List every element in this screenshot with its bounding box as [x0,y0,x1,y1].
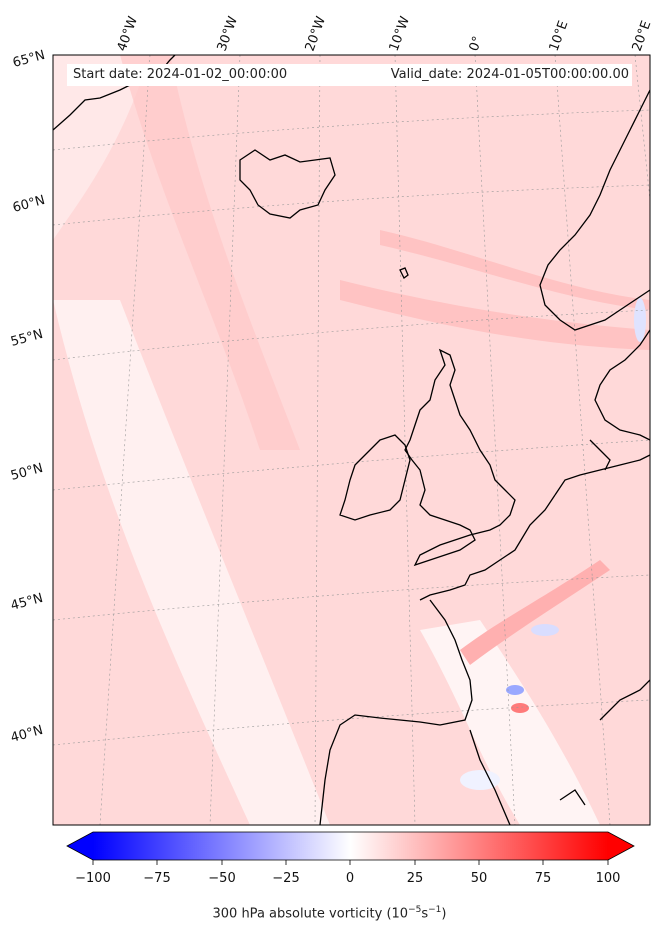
north-sea-coast [554,454,650,496]
colorbar-title-main: 300 hPa absolute vorticity (10 [212,906,409,922]
lon-label-10e: 10°E [547,19,572,54]
colorbar-title-exp1: −5 [408,905,422,915]
graticule [53,55,650,825]
vorticity-band [53,55,150,240]
colorbar-tick-label: 50 [471,871,488,886]
lat-label-50n: 50°N [9,461,45,484]
colorbar-tick-label: −100 [75,871,111,886]
great-britain-coast [404,348,516,567]
faroe-coast [399,267,409,279]
vorticity-band [53,300,330,825]
france-north-coast [419,494,556,601]
colorbar-gradient [93,832,608,860]
colorbar-extend-low [67,832,93,860]
biscay-iberia-coast [319,599,473,825]
norway-coast [539,89,650,331]
lat-label-55n: 55°N [9,327,45,350]
colorbar-tick-label: 100 [596,871,621,886]
coastlines [53,55,650,825]
colorbar-tick-label: 75 [535,871,552,886]
negative-vorticity-patch [531,624,559,636]
valid-date-label: Valid_date: 2024-01-05T00:00:00.00 [390,67,629,82]
lon-label-0: 0° [467,34,486,53]
colorbar-tick-label: −75 [143,871,170,886]
colorbar-tick-label: 0 [346,871,354,886]
positive-vorticity-patch [511,703,529,713]
iberia-east-coast [469,729,511,825]
lon-label-20w: 20°W [303,14,329,53]
denmark-coast [589,439,611,471]
lat-label-60n: 60°N [11,193,47,216]
header-box [67,64,632,86]
lat-label-40n: 40°N [9,723,45,746]
map-panel [53,55,650,825]
balearic-coast [559,789,586,806]
vorticity-band [460,560,610,665]
vorticity-band [340,280,650,350]
colorbar-tick-label: −50 [208,871,235,886]
italy-coast [599,679,650,721]
lat-label-45n: 45°N [9,591,45,614]
colorbar-title-exp2: −1 [428,905,442,915]
lon-label-10w: 10°W [387,14,413,53]
start-date-label: Start date: 2024-01-02_00:00:00 [73,67,288,82]
colorbar-title: 300 hPa absolute vorticity (10−5s−1) [0,905,659,921]
negative-vorticity-patch [460,770,500,790]
lon-label-30w: 30°W [215,14,241,53]
lat-label-65n: 65°N [11,48,47,71]
longitude-labels: 40°W 30°W 20°W 10°W 0° 10°E 20°E [115,14,655,53]
ireland-coast [339,434,411,521]
colorbar: −100 −75 −50 −25 0 25 50 75 100 [66,831,635,886]
map-frame [52,54,651,826]
vorticity-band [420,620,600,825]
colorbar-title-end: ) [441,906,447,922]
negative-vorticity-patch [634,298,646,342]
latitude-labels: 65°N 60°N 55°N 50°N 45°N 40°N [9,48,47,746]
vorticity-band [380,230,650,310]
colorbar-ticks [92,860,609,865]
vorticity-band [120,55,300,450]
colorbar-title-mid: s [421,906,429,922]
negative-vorticity-patch [506,685,524,695]
scandinavia-south-coast [594,329,650,441]
colorbar-tick-label: 25 [407,871,424,886]
colorbar-tick-label: −25 [272,871,299,886]
iceland-coast [239,149,336,219]
colorbar-extend-high [608,832,634,860]
lon-label-40w: 40°W [115,14,141,53]
lon-label-20e: 20°E [630,19,655,54]
